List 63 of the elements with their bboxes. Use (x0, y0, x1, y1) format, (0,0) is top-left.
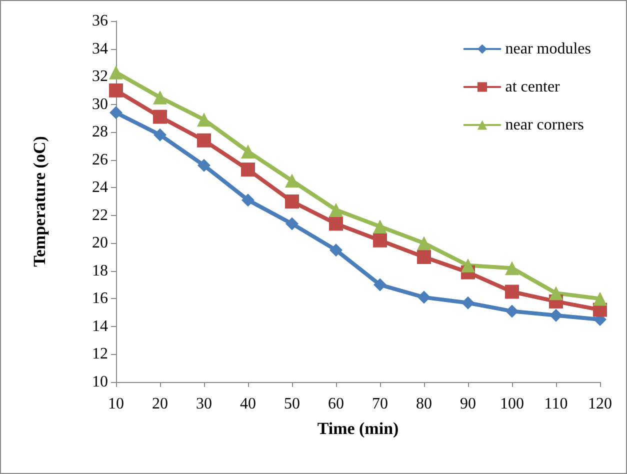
legend-label: near corners (505, 116, 584, 134)
y-tick-label: 14 (92, 318, 108, 335)
point (506, 304, 518, 318)
point (418, 290, 430, 304)
y-tick-label: 20 (92, 234, 108, 252)
point (110, 106, 122, 120)
x-tick-label: 90 (460, 396, 476, 412)
point (286, 217, 298, 230)
point (417, 250, 431, 264)
point (373, 233, 387, 248)
point (373, 219, 387, 234)
point (242, 194, 254, 207)
point (109, 65, 123, 80)
point (505, 261, 519, 276)
x-tick-label: 30 (196, 396, 212, 412)
point (593, 292, 607, 306)
point (505, 284, 519, 299)
y-axis-title: Temperature (oC) (30, 136, 49, 267)
y-tick-label: 24 (92, 179, 108, 196)
point (154, 128, 166, 142)
point (549, 286, 563, 300)
legend-label: at center (505, 78, 561, 96)
x-tick-label: 10 (108, 396, 124, 412)
point (417, 236, 431, 250)
point (329, 216, 343, 231)
y-tick-label: 22 (92, 206, 108, 224)
y-tick-label: 34 (92, 40, 108, 58)
y-tick-label: 12 (92, 346, 108, 363)
y-tick-label: 16 (92, 290, 108, 308)
point (241, 162, 255, 177)
y-tick-label: 30 (92, 96, 108, 113)
legend-label: near modules (505, 40, 591, 58)
x-tick-label: 20 (152, 396, 168, 412)
x-tick-label: 120 (588, 396, 612, 412)
x-tick-label: 70 (372, 396, 388, 412)
y-tick-label: 26 (92, 151, 108, 168)
y-tick-label: 28 (92, 124, 108, 141)
point (285, 174, 299, 188)
x-tick-label: 50 (284, 396, 300, 412)
x-tick-label: 60 (328, 396, 344, 412)
y-tick-label: 32 (92, 68, 108, 86)
x-axis-title: Time (min) (317, 419, 399, 438)
x-tick-label: 80 (416, 396, 432, 412)
point (550, 308, 562, 322)
point (330, 244, 342, 257)
point (241, 144, 255, 159)
point (374, 278, 386, 292)
point (285, 194, 299, 208)
y-tick-label: 10 (92, 374, 108, 390)
point (153, 90, 167, 104)
point (197, 133, 211, 148)
y-tick-label: 36 (92, 12, 108, 30)
point (197, 112, 211, 127)
x-tick-label: 40 (240, 396, 256, 412)
x-tick-label: 100 (500, 396, 524, 412)
y-tick-label: 18 (92, 262, 108, 280)
point (461, 258, 475, 272)
point (109, 83, 123, 98)
point (198, 158, 210, 172)
point (153, 110, 167, 124)
x-tick-label: 110 (544, 396, 568, 412)
point (462, 296, 474, 310)
point (329, 202, 343, 217)
